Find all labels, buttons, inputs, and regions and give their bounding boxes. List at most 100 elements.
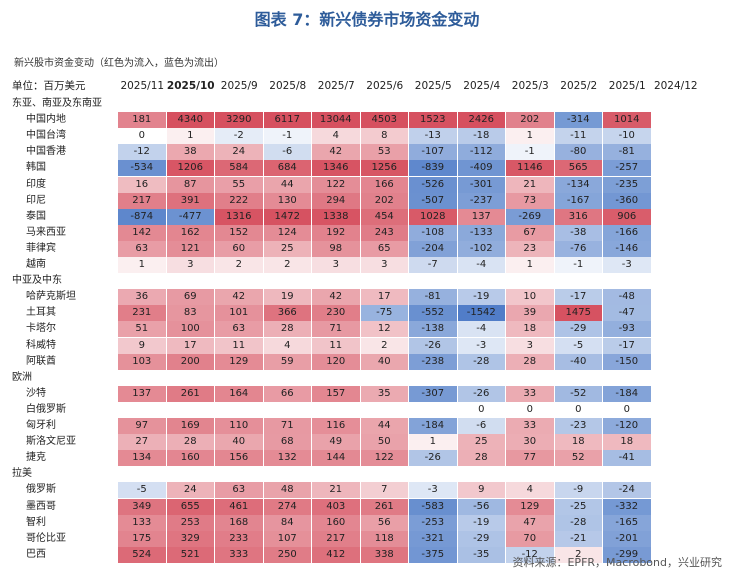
table-row: 哥伦比亚 175 329 233 107 217 118 -321 -29 70 -21 -201 [8,530,728,547]
heatmap-cell: -409 [457,160,505,177]
column-header: 2025/8 [269,80,307,92]
heatmap-cell: 137 [457,208,505,225]
heatmap-cell: 2 [263,257,311,273]
heatmap-cell: 192 [312,224,360,241]
heatmap-cell: -26 [457,385,505,402]
heatmap-cell: 906 [603,208,651,225]
heatmap-cell: -6 [263,144,311,161]
heatmap-cell: -21 [554,530,602,547]
heatmap-cell: -3 [603,257,651,273]
heatmap-cell: 3290 [215,112,263,129]
country-label: 印尼 [26,194,46,206]
heatmap-cell: -25 [554,498,602,515]
table-row: 阿联酋 103 200 129 59 120 40 -238 -28 28 -40 -150 [8,353,728,370]
heatmap-cell: -76 [554,240,602,257]
heatmap-cell: 2 [554,546,602,563]
heatmap-cell: 11 [312,337,360,354]
heatmap-cell: 132 [263,450,311,467]
heatmap-cell: 48 [263,482,311,499]
heatmap-cell: 120 [312,353,360,370]
heatmap-cell: 83 [166,305,214,322]
country-label: 马来西亚 [26,226,66,238]
heatmap-cell: 584 [215,160,263,177]
heatmap-cell: 4 [263,337,311,354]
source-note: 资料来源：EPFR，Macrobond，兴业研究 [512,556,722,569]
heatmap-cell: 28 [506,353,554,370]
heatmap-cell: 1 [506,128,554,145]
heatmap-cell: -1 [506,144,554,161]
heatmap-cell: -19 [457,514,505,531]
heatmap-cell: 166 [360,176,408,193]
unit-label: 单位：百万美元 [12,80,86,92]
chart-subtitle: 新兴股市资金变动（红色为流入，蓝色为流出） [14,58,224,69]
heatmap-cell: 47 [506,514,554,531]
heatmap-cell: -321 [409,530,457,547]
heatmap-cell: 110 [215,418,263,434]
heatmap-cell: 107 [263,530,311,547]
table-row: 斯洛文尼亚 27 28 40 68 49 50 1 25 30 18 18 [8,434,728,451]
country-label: 印度 [26,178,46,190]
column-header: 2025/10 [166,80,215,92]
table-row: 印尼 217 391 222 130 294 202 -507 -237 73 -167 -360 [8,192,728,209]
heatmap-cell: -17 [554,289,602,306]
heatmap-cell: 44 [360,418,408,434]
heatmap-cell: -301 [457,176,505,193]
heatmap-cell: 2426 [457,112,505,129]
region-label: 中亚及中东 [12,275,62,287]
heatmap-cell: 71 [312,321,360,338]
heatmap-cell: 233 [215,530,263,547]
table-row: 马来西亚 142 162 152 124 192 243 -108 -133 67 -38 -166 [8,224,728,241]
heatmap-cell: 33 [506,385,554,402]
heatmap-cell: -6 [457,418,505,434]
heatmap-cell: -5 [554,337,602,354]
heatmap-cell: -165 [603,514,651,531]
heatmap-cell: 1028 [409,208,457,225]
heatmap-cell: 84 [263,514,311,531]
heatmap-cell: 101 [215,305,263,322]
heatmap-cell: 118 [360,530,408,547]
heatmap-cell: -1 [554,257,602,273]
heatmap-cell: 144 [312,450,360,467]
table-row: 菲律宾 63 121 60 25 98 65 -204 -102 23 -76 -146 [8,240,728,257]
heatmap-cell: -360 [603,192,651,209]
heatmap-cell: 98 [312,240,360,257]
heatmap-cell: 68 [263,434,311,451]
heatmap-cell: 316 [554,208,602,225]
heatmap-cell: 261 [166,385,214,402]
heatmap-cell: -534 [118,160,166,177]
heatmap-cell: 28 [263,321,311,338]
heatmap-cell: -75 [360,305,408,322]
heatmap-cell: -35 [457,546,505,563]
heatmap-cell: -10 [603,128,651,145]
heatmap-cell: 3 [166,257,214,273]
country-label: 斯洛文尼亚 [26,436,76,448]
heatmap-cell: 294 [312,192,360,209]
chart-title: 图表 7：新兴债券市场资金变动 [254,10,480,29]
country-label: 捷克 [26,452,46,464]
heatmap-cell: -146 [603,240,651,257]
column-header: 2024/12 [653,80,698,92]
heatmap-cell: 521 [166,546,214,563]
country-label: 阿联酋 [26,355,56,367]
heatmap-cell: 124 [263,224,311,241]
heatmap-cell: 1475 [554,305,602,322]
country-label: 中国台湾 [26,130,66,142]
heatmap-cell: 38 [166,144,214,161]
heatmap-cell: -19 [457,289,505,306]
column-header: 2025/1 [608,80,646,92]
heatmap-cell: 2 [360,337,408,354]
heatmap-cell: 217 [118,192,166,209]
heatmap-cell: 33 [506,418,554,434]
heatmap-cell: 253 [166,514,214,531]
heatmap-cell: 7 [360,482,408,499]
table-row: 巴西 524 521 333 250 412 338 -375 -35 -12 2 -299 [8,546,728,563]
heatmap-cell: -28 [457,353,505,370]
heatmap-cell: 684 [263,160,311,177]
heatmap-cell: 391 [166,192,214,209]
heatmap-cell: 4503 [360,112,408,129]
country-label: 巴西 [26,548,46,560]
heatmap-cell: -167 [554,192,602,209]
heatmap-cell: 77 [506,450,554,467]
heatmap-cell: -3 [457,337,505,354]
heatmap-cell: 333 [215,546,263,563]
